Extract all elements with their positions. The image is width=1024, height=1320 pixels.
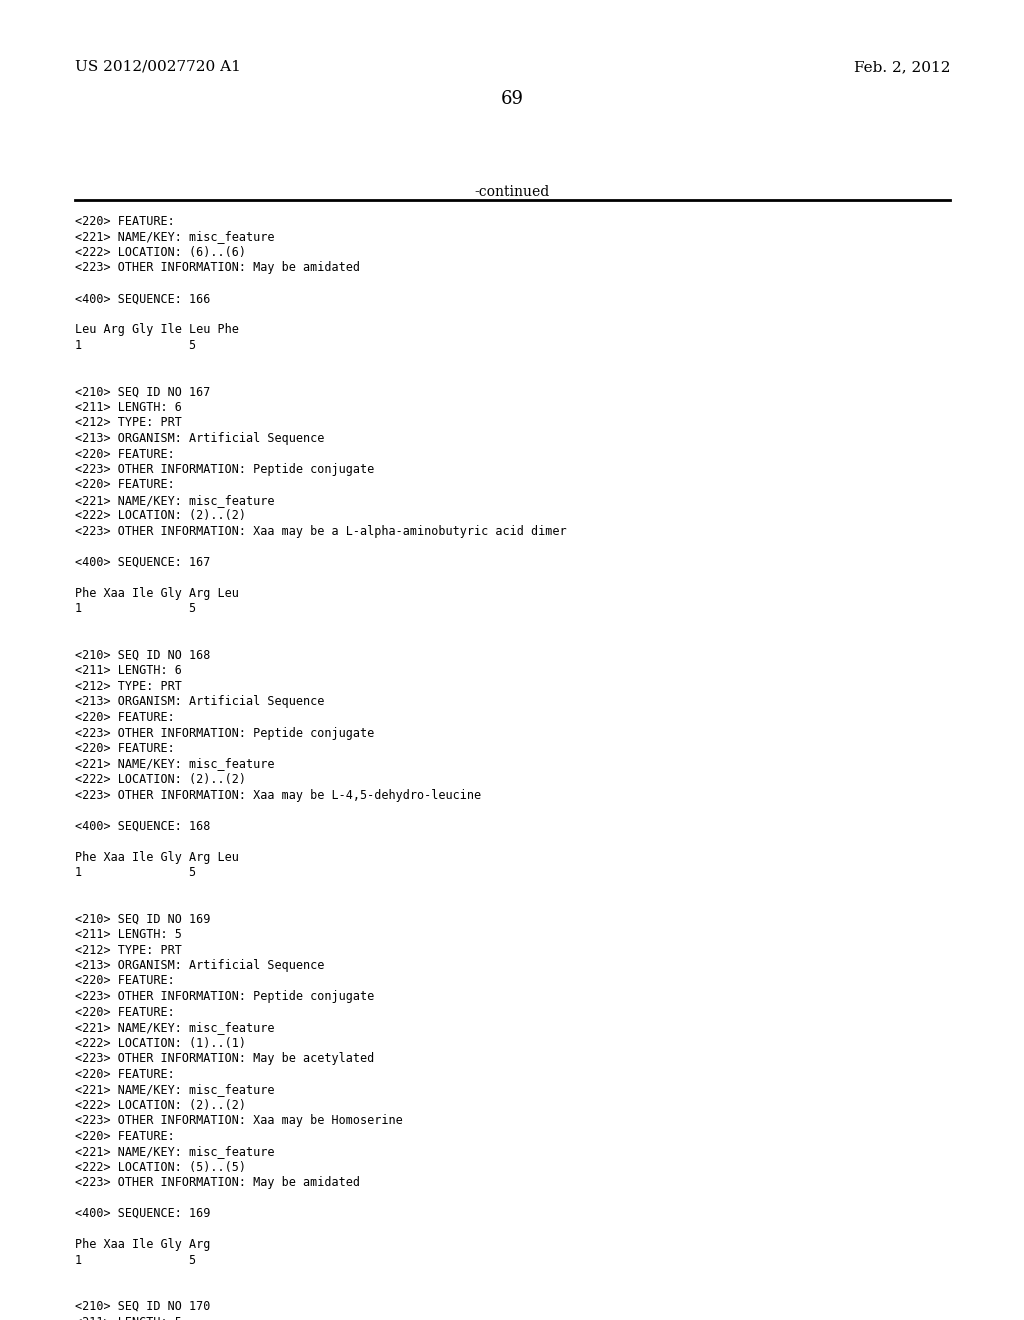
Text: <213> ORGANISM: Artificial Sequence: <213> ORGANISM: Artificial Sequence: [75, 696, 325, 709]
Text: <223> OTHER INFORMATION: May be acetylated: <223> OTHER INFORMATION: May be acetylat…: [75, 1052, 374, 1065]
Text: <223> OTHER INFORMATION: Peptide conjugate: <223> OTHER INFORMATION: Peptide conjuga…: [75, 726, 374, 739]
Text: <400> SEQUENCE: 168: <400> SEQUENCE: 168: [75, 820, 210, 833]
Text: <222> LOCATION: (2)..(2): <222> LOCATION: (2)..(2): [75, 1098, 246, 1111]
Text: <211> LENGTH: 5: <211> LENGTH: 5: [75, 928, 182, 941]
Text: <223> OTHER INFORMATION: May be amidated: <223> OTHER INFORMATION: May be amidated: [75, 1176, 360, 1189]
Text: <222> LOCATION: (6)..(6): <222> LOCATION: (6)..(6): [75, 246, 246, 259]
Text: <222> LOCATION: (5)..(5): <222> LOCATION: (5)..(5): [75, 1160, 246, 1173]
Text: <221> NAME/KEY: misc_feature: <221> NAME/KEY: misc_feature: [75, 231, 274, 243]
Text: 69: 69: [501, 90, 523, 108]
Text: <222> LOCATION: (1)..(1): <222> LOCATION: (1)..(1): [75, 1036, 246, 1049]
Text: <400> SEQUENCE: 166: <400> SEQUENCE: 166: [75, 293, 210, 305]
Text: <211> LENGTH: 5: <211> LENGTH: 5: [75, 1316, 182, 1320]
Text: <222> LOCATION: (2)..(2): <222> LOCATION: (2)..(2): [75, 774, 246, 785]
Text: <221> NAME/KEY: misc_feature: <221> NAME/KEY: misc_feature: [75, 758, 274, 771]
Text: <220> FEATURE:: <220> FEATURE:: [75, 1006, 175, 1019]
Text: <212> TYPE: PRT: <212> TYPE: PRT: [75, 944, 182, 957]
Text: 1               5: 1 5: [75, 866, 197, 879]
Text: <223> OTHER INFORMATION: Xaa may be a L-alpha-aminobutyric acid dimer: <223> OTHER INFORMATION: Xaa may be a L-…: [75, 525, 566, 539]
Text: <210> SEQ ID NO 167: <210> SEQ ID NO 167: [75, 385, 210, 399]
Text: <222> LOCATION: (2)..(2): <222> LOCATION: (2)..(2): [75, 510, 246, 523]
Text: <213> ORGANISM: Artificial Sequence: <213> ORGANISM: Artificial Sequence: [75, 432, 325, 445]
Text: <220> FEATURE:: <220> FEATURE:: [75, 447, 175, 461]
Text: <210> SEQ ID NO 170: <210> SEQ ID NO 170: [75, 1300, 210, 1313]
Text: <400> SEQUENCE: 167: <400> SEQUENCE: 167: [75, 556, 210, 569]
Text: 1               5: 1 5: [75, 339, 197, 352]
Text: <210> SEQ ID NO 169: <210> SEQ ID NO 169: [75, 912, 210, 925]
Text: <221> NAME/KEY: misc_feature: <221> NAME/KEY: misc_feature: [75, 1144, 274, 1158]
Text: <220> FEATURE:: <220> FEATURE:: [75, 215, 175, 228]
Text: <223> OTHER INFORMATION: Peptide conjugate: <223> OTHER INFORMATION: Peptide conjuga…: [75, 990, 374, 1003]
Text: <212> TYPE: PRT: <212> TYPE: PRT: [75, 417, 182, 429]
Text: <223> OTHER INFORMATION: May be amidated: <223> OTHER INFORMATION: May be amidated: [75, 261, 360, 275]
Text: <211> LENGTH: 6: <211> LENGTH: 6: [75, 664, 182, 677]
Text: <213> ORGANISM: Artificial Sequence: <213> ORGANISM: Artificial Sequence: [75, 960, 325, 972]
Text: Feb. 2, 2012: Feb. 2, 2012: [853, 59, 950, 74]
Text: <221> NAME/KEY: misc_feature: <221> NAME/KEY: misc_feature: [75, 1082, 274, 1096]
Text: <400> SEQUENCE: 169: <400> SEQUENCE: 169: [75, 1206, 210, 1220]
Text: 1               5: 1 5: [75, 602, 197, 615]
Text: <211> LENGTH: 6: <211> LENGTH: 6: [75, 401, 182, 414]
Text: <220> FEATURE:: <220> FEATURE:: [75, 479, 175, 491]
Text: <220> FEATURE:: <220> FEATURE:: [75, 974, 175, 987]
Text: Phe Xaa Ile Gly Arg Leu: Phe Xaa Ile Gly Arg Leu: [75, 850, 239, 863]
Text: <221> NAME/KEY: misc_feature: <221> NAME/KEY: misc_feature: [75, 1020, 274, 1034]
Text: <220> FEATURE:: <220> FEATURE:: [75, 742, 175, 755]
Text: Leu Arg Gly Ile Leu Phe: Leu Arg Gly Ile Leu Phe: [75, 323, 239, 337]
Text: <221> NAME/KEY: misc_feature: <221> NAME/KEY: misc_feature: [75, 494, 274, 507]
Text: US 2012/0027720 A1: US 2012/0027720 A1: [75, 59, 241, 74]
Text: Phe Xaa Ile Gly Arg: Phe Xaa Ile Gly Arg: [75, 1238, 210, 1251]
Text: <223> OTHER INFORMATION: Xaa may be L-4,5-dehydro-leucine: <223> OTHER INFORMATION: Xaa may be L-4,…: [75, 788, 481, 801]
Text: 1               5: 1 5: [75, 1254, 197, 1266]
Text: <223> OTHER INFORMATION: Xaa may be Homoserine: <223> OTHER INFORMATION: Xaa may be Homo…: [75, 1114, 402, 1127]
Text: <220> FEATURE:: <220> FEATURE:: [75, 1130, 175, 1143]
Text: -continued: -continued: [474, 185, 550, 199]
Text: <220> FEATURE:: <220> FEATURE:: [75, 711, 175, 723]
Text: <212> TYPE: PRT: <212> TYPE: PRT: [75, 680, 182, 693]
Text: <223> OTHER INFORMATION: Peptide conjugate: <223> OTHER INFORMATION: Peptide conjuga…: [75, 463, 374, 477]
Text: <210> SEQ ID NO 168: <210> SEQ ID NO 168: [75, 649, 210, 663]
Text: Phe Xaa Ile Gly Arg Leu: Phe Xaa Ile Gly Arg Leu: [75, 587, 239, 601]
Text: <220> FEATURE:: <220> FEATURE:: [75, 1068, 175, 1081]
